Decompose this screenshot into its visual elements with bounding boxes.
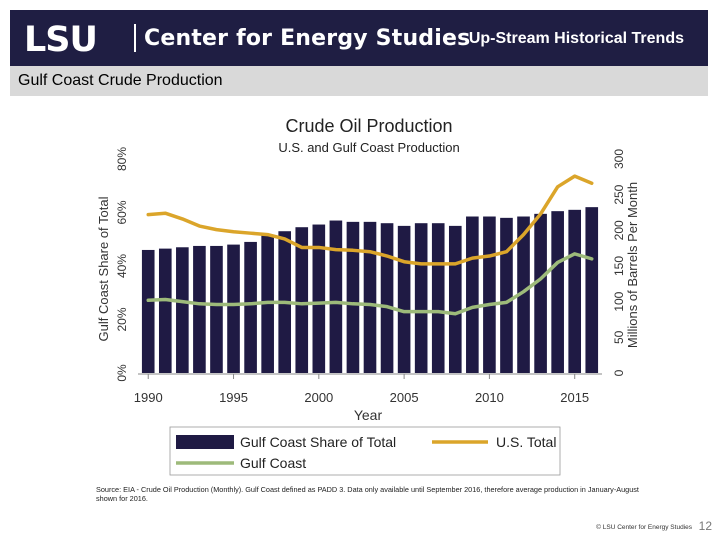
x-tick-label-1990: 1990 — [134, 390, 163, 405]
legend-label-gulf-coast: Gulf Coast — [240, 455, 306, 471]
x-axis-label: Year — [354, 407, 383, 423]
y-axis-right-label: Millions of Barrels Per Month — [625, 182, 640, 348]
source-note: Source: EIA - Crude Oil Production (Mont… — [96, 485, 639, 503]
bar-2011 — [500, 217, 513, 373]
bar-2002 — [346, 221, 360, 373]
y-right-tick-label-6: 300 — [612, 149, 626, 169]
bar-1999 — [295, 227, 309, 373]
bar-2015 — [568, 209, 582, 373]
chart: Crude Oil Production U.S. and Gulf Coast… — [80, 105, 650, 515]
bar-2004 — [380, 223, 394, 373]
y-right-tick-label-2: 100 — [612, 291, 626, 311]
subhead-bar: Gulf Coast Crude Production — [10, 66, 708, 96]
bar-2008 — [448, 225, 462, 374]
bar-2013 — [534, 213, 547, 373]
bar-2016 — [585, 207, 599, 373]
bar-2009 — [466, 216, 479, 373]
logo: LSU Center for Energy Studies — [24, 22, 470, 54]
bar-2014 — [551, 211, 564, 373]
bar-1990 — [141, 249, 155, 373]
bar-2001 — [329, 220, 343, 373]
legend-swatch-share — [176, 435, 234, 449]
page-number: 12 — [698, 519, 712, 533]
footer-credit: © LSU Center for Energy Studies — [596, 524, 692, 531]
y-left-tick-label-3: 60% — [115, 200, 129, 224]
bar-1994 — [210, 245, 223, 373]
x-tick-label-2000: 2000 — [304, 390, 333, 405]
y-left-tick-label-1: 20% — [115, 307, 129, 331]
y-left-tick-label-4: 80% — [115, 147, 129, 171]
slide-title: Gulf Coast Crude Production — [18, 72, 223, 89]
chart-subtitle: U.S. and Gulf Coast Production — [278, 140, 459, 155]
series-line-u-s-total — [146, 174, 594, 266]
y-right-tick-label-0: 0 — [612, 369, 626, 376]
center-name: Center for Energy Studies — [144, 25, 471, 51]
bar-1991 — [158, 248, 172, 373]
bar-2006 — [414, 223, 428, 373]
x-tick-label-2010: 2010 — [475, 390, 504, 405]
bar-2003 — [363, 221, 377, 373]
header-bar: LSU Center for Energy Studies Up-Stream … — [10, 10, 708, 66]
bar-1996 — [244, 241, 257, 373]
y-right-tick-label-4: 200 — [612, 220, 626, 240]
bar-1995 — [227, 244, 240, 373]
y-right-tick-label-1: 50 — [612, 330, 626, 344]
chart-title: Crude Oil Production — [285, 116, 452, 136]
legend-box — [169, 426, 561, 476]
bar-2007 — [431, 223, 445, 373]
x-tick-label-1995: 1995 — [219, 390, 248, 405]
bar-1992 — [176, 247, 189, 373]
y-left-tick-label-0: 0% — [115, 364, 129, 382]
bar-2005 — [397, 225, 411, 374]
y-left-tick-label-2: 40% — [115, 254, 129, 278]
x-tick-label-2005: 2005 — [390, 390, 419, 405]
lsu-logo-icon: LSU — [24, 22, 98, 54]
series-line-gulf-coast — [146, 252, 594, 316]
logo-divider — [134, 24, 136, 52]
bar-2000 — [312, 224, 326, 373]
header-title: Up-Stream Historical Trends — [468, 30, 684, 47]
legend-label-us-total: U.S. Total — [496, 434, 556, 450]
x-tick-label-2015: 2015 — [560, 390, 589, 405]
chart-svg: Crude Oil Production U.S. and Gulf Coast… — [96, 116, 640, 476]
logo-text: LSU — [24, 22, 97, 54]
plot-area: 1990 1995 2000 2005 2010 2015 0% 20% 40% 60% 80% 0 5… — [115, 147, 626, 405]
y-right-tick-label-5: 250 — [612, 184, 626, 204]
legend: Gulf Coast Share of Total U.S. Total Gul… — [169, 426, 561, 476]
bar-1993 — [193, 245, 206, 373]
y-right-tick-label-3: 150 — [612, 256, 626, 276]
bar-2010 — [483, 216, 496, 373]
bar-2012 — [517, 216, 530, 373]
legend-label-share: Gulf Coast Share of Total — [240, 434, 396, 450]
y-axis-left-label: Gulf Coast Share of Total — [96, 196, 111, 341]
